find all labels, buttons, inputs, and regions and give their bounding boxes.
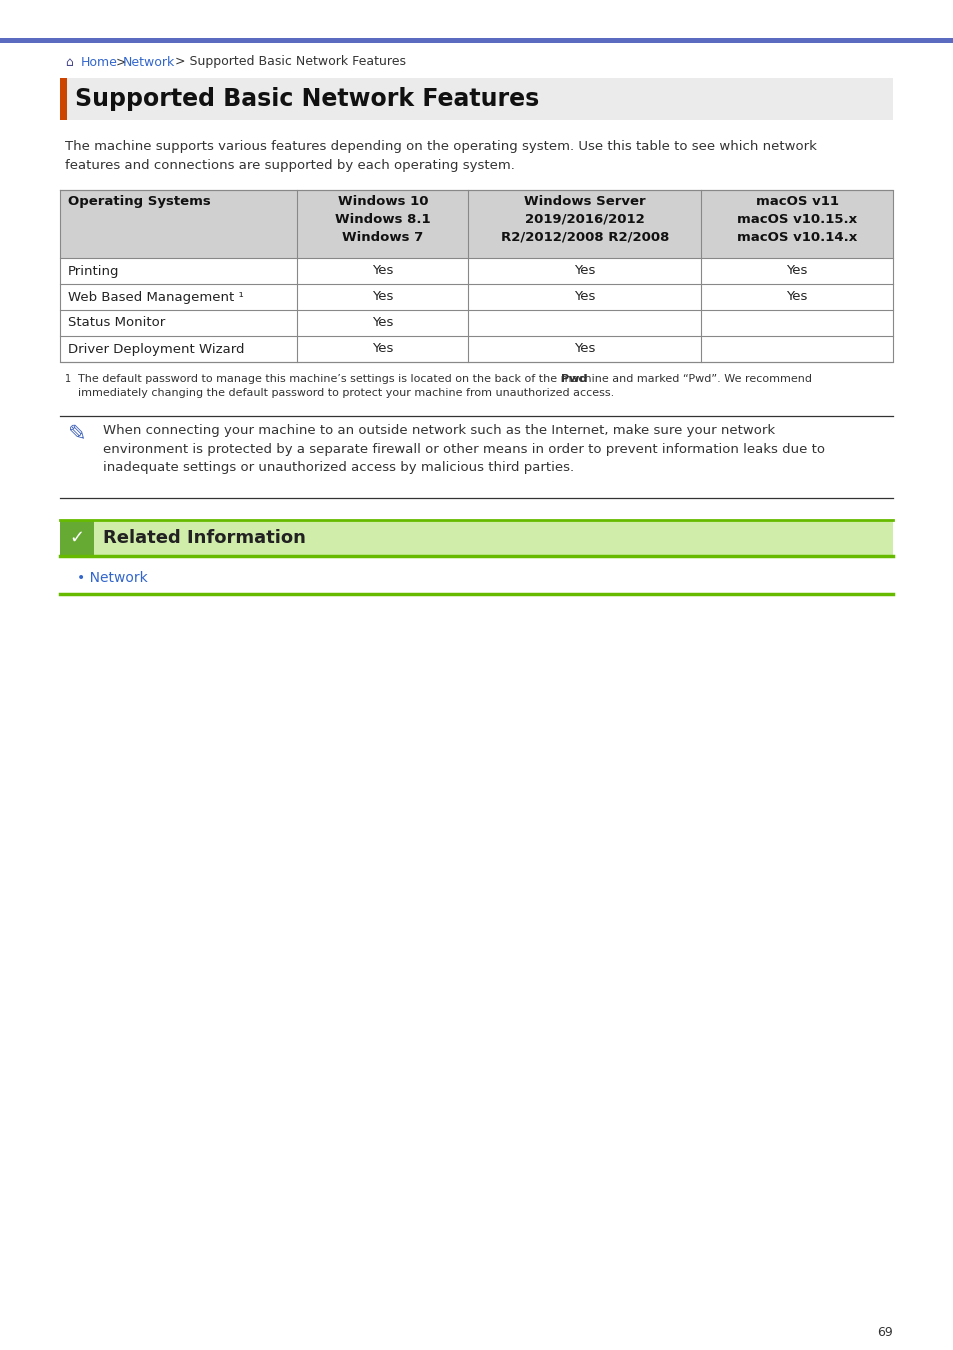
Text: Web Based Management ¹: Web Based Management ¹ (68, 290, 244, 304)
Text: Yes: Yes (785, 290, 807, 304)
Bar (60, 78, 67, 120)
Text: Yes: Yes (372, 343, 393, 355)
Text: Yes: Yes (574, 290, 595, 304)
Text: Yes: Yes (372, 290, 393, 304)
Text: > Supported Basic Network Features: > Supported Basic Network Features (171, 55, 406, 69)
Text: 69: 69 (877, 1326, 892, 1338)
Text: The machine supports various features depending on the operating system. Use thi: The machine supports various features de… (65, 140, 816, 171)
Bar (0, 38, 953, 43)
Text: macOS v11
macOS v10.15.x
macOS v10.14.x: macOS v11 macOS v10.15.x macOS v10.14.x (737, 194, 857, 244)
Text: ✎: ✎ (68, 424, 87, 444)
Text: 1: 1 (65, 374, 71, 383)
Text: Yes: Yes (785, 265, 807, 278)
Bar (60, 284, 892, 310)
Text: Printing: Printing (68, 265, 119, 278)
Text: Operating Systems: Operating Systems (68, 194, 211, 208)
Text: ✓: ✓ (70, 529, 85, 547)
Text: Windows Server
2019/2016/2012
R2/2012/2008 R2/2008: Windows Server 2019/2016/2012 R2/2012/20… (500, 194, 668, 244)
Bar (60, 190, 892, 258)
Text: Status Monitor: Status Monitor (68, 316, 165, 329)
Text: Windows 10
Windows 8.1
Windows 7: Windows 10 Windows 8.1 Windows 7 (335, 194, 430, 244)
Text: The default password to manage this machine’s settings is located on the back of: The default password to manage this mach… (71, 374, 811, 398)
Bar (60, 520, 94, 556)
Text: Driver Deployment Wizard: Driver Deployment Wizard (68, 343, 244, 355)
Text: Yes: Yes (372, 265, 393, 278)
Bar (60, 520, 892, 556)
Bar (60, 258, 892, 284)
Text: Yes: Yes (574, 343, 595, 355)
Bar (60, 78, 892, 120)
Text: Yes: Yes (372, 316, 393, 329)
Text: • Network: • Network (77, 571, 148, 585)
Text: Yes: Yes (574, 265, 595, 278)
Bar (60, 336, 892, 362)
Bar (60, 310, 892, 336)
Text: Supported Basic Network Features: Supported Basic Network Features (75, 86, 538, 111)
Text: Pwd: Pwd (560, 374, 587, 383)
Text: Home: Home (81, 55, 118, 69)
Text: When connecting your machine to an outside network such as the Internet, make su: When connecting your machine to an outsi… (103, 424, 824, 474)
Text: >: > (112, 55, 131, 69)
Text: Related Information: Related Information (103, 529, 306, 547)
Text: Network: Network (123, 55, 175, 69)
Text: ⌂: ⌂ (65, 55, 72, 69)
